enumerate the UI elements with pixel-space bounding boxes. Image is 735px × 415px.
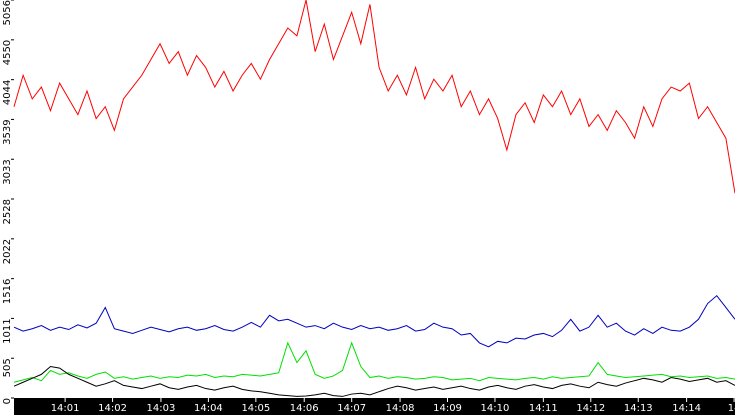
y-tick-label: 2022 bbox=[2, 239, 13, 264]
x-tick-label: 14:14 bbox=[672, 403, 701, 414]
y-tick-label: 0 bbox=[2, 398, 13, 404]
x-tick-label: 14:03 bbox=[147, 403, 176, 414]
x-tick-label: 14:06 bbox=[290, 403, 319, 414]
x-tick-label: 14:04 bbox=[194, 403, 223, 414]
y-tick-label: 5056 bbox=[2, 0, 13, 25]
y-tick-label: 1516 bbox=[2, 279, 13, 304]
x-tick-label: 14:01 bbox=[51, 403, 80, 414]
x-tick-label: 14 bbox=[728, 403, 735, 414]
series-line bbox=[13, 0, 735, 194]
series-line bbox=[13, 294, 735, 348]
x-tick-label: 14:08 bbox=[386, 403, 415, 414]
series-line bbox=[13, 341, 735, 383]
x-tick-label: 14:09 bbox=[433, 403, 462, 414]
series-line bbox=[13, 365, 735, 397]
y-tick-label: 1011 bbox=[2, 318, 13, 343]
x-tick-label: 14:07 bbox=[337, 403, 366, 414]
x-tick-label: 14:12 bbox=[576, 403, 605, 414]
y-tick-label: 2528 bbox=[2, 199, 13, 224]
x-tick-label: 14:02 bbox=[98, 403, 127, 414]
x-tick-label: 14:05 bbox=[241, 403, 270, 414]
x-tick-label: 14:10 bbox=[481, 403, 510, 414]
x-tick-label: 14:11 bbox=[529, 403, 558, 414]
y-tick-label: 4550 bbox=[2, 40, 13, 65]
y-tick-label: 505 bbox=[2, 358, 13, 377]
y-tick-label: 3539 bbox=[2, 119, 13, 144]
y-tick-label: 3033 bbox=[2, 159, 13, 184]
x-tick-label: 14:13 bbox=[624, 403, 653, 414]
y-tick-label: 4044 bbox=[2, 80, 13, 105]
x-axis-bar bbox=[14, 398, 735, 415]
